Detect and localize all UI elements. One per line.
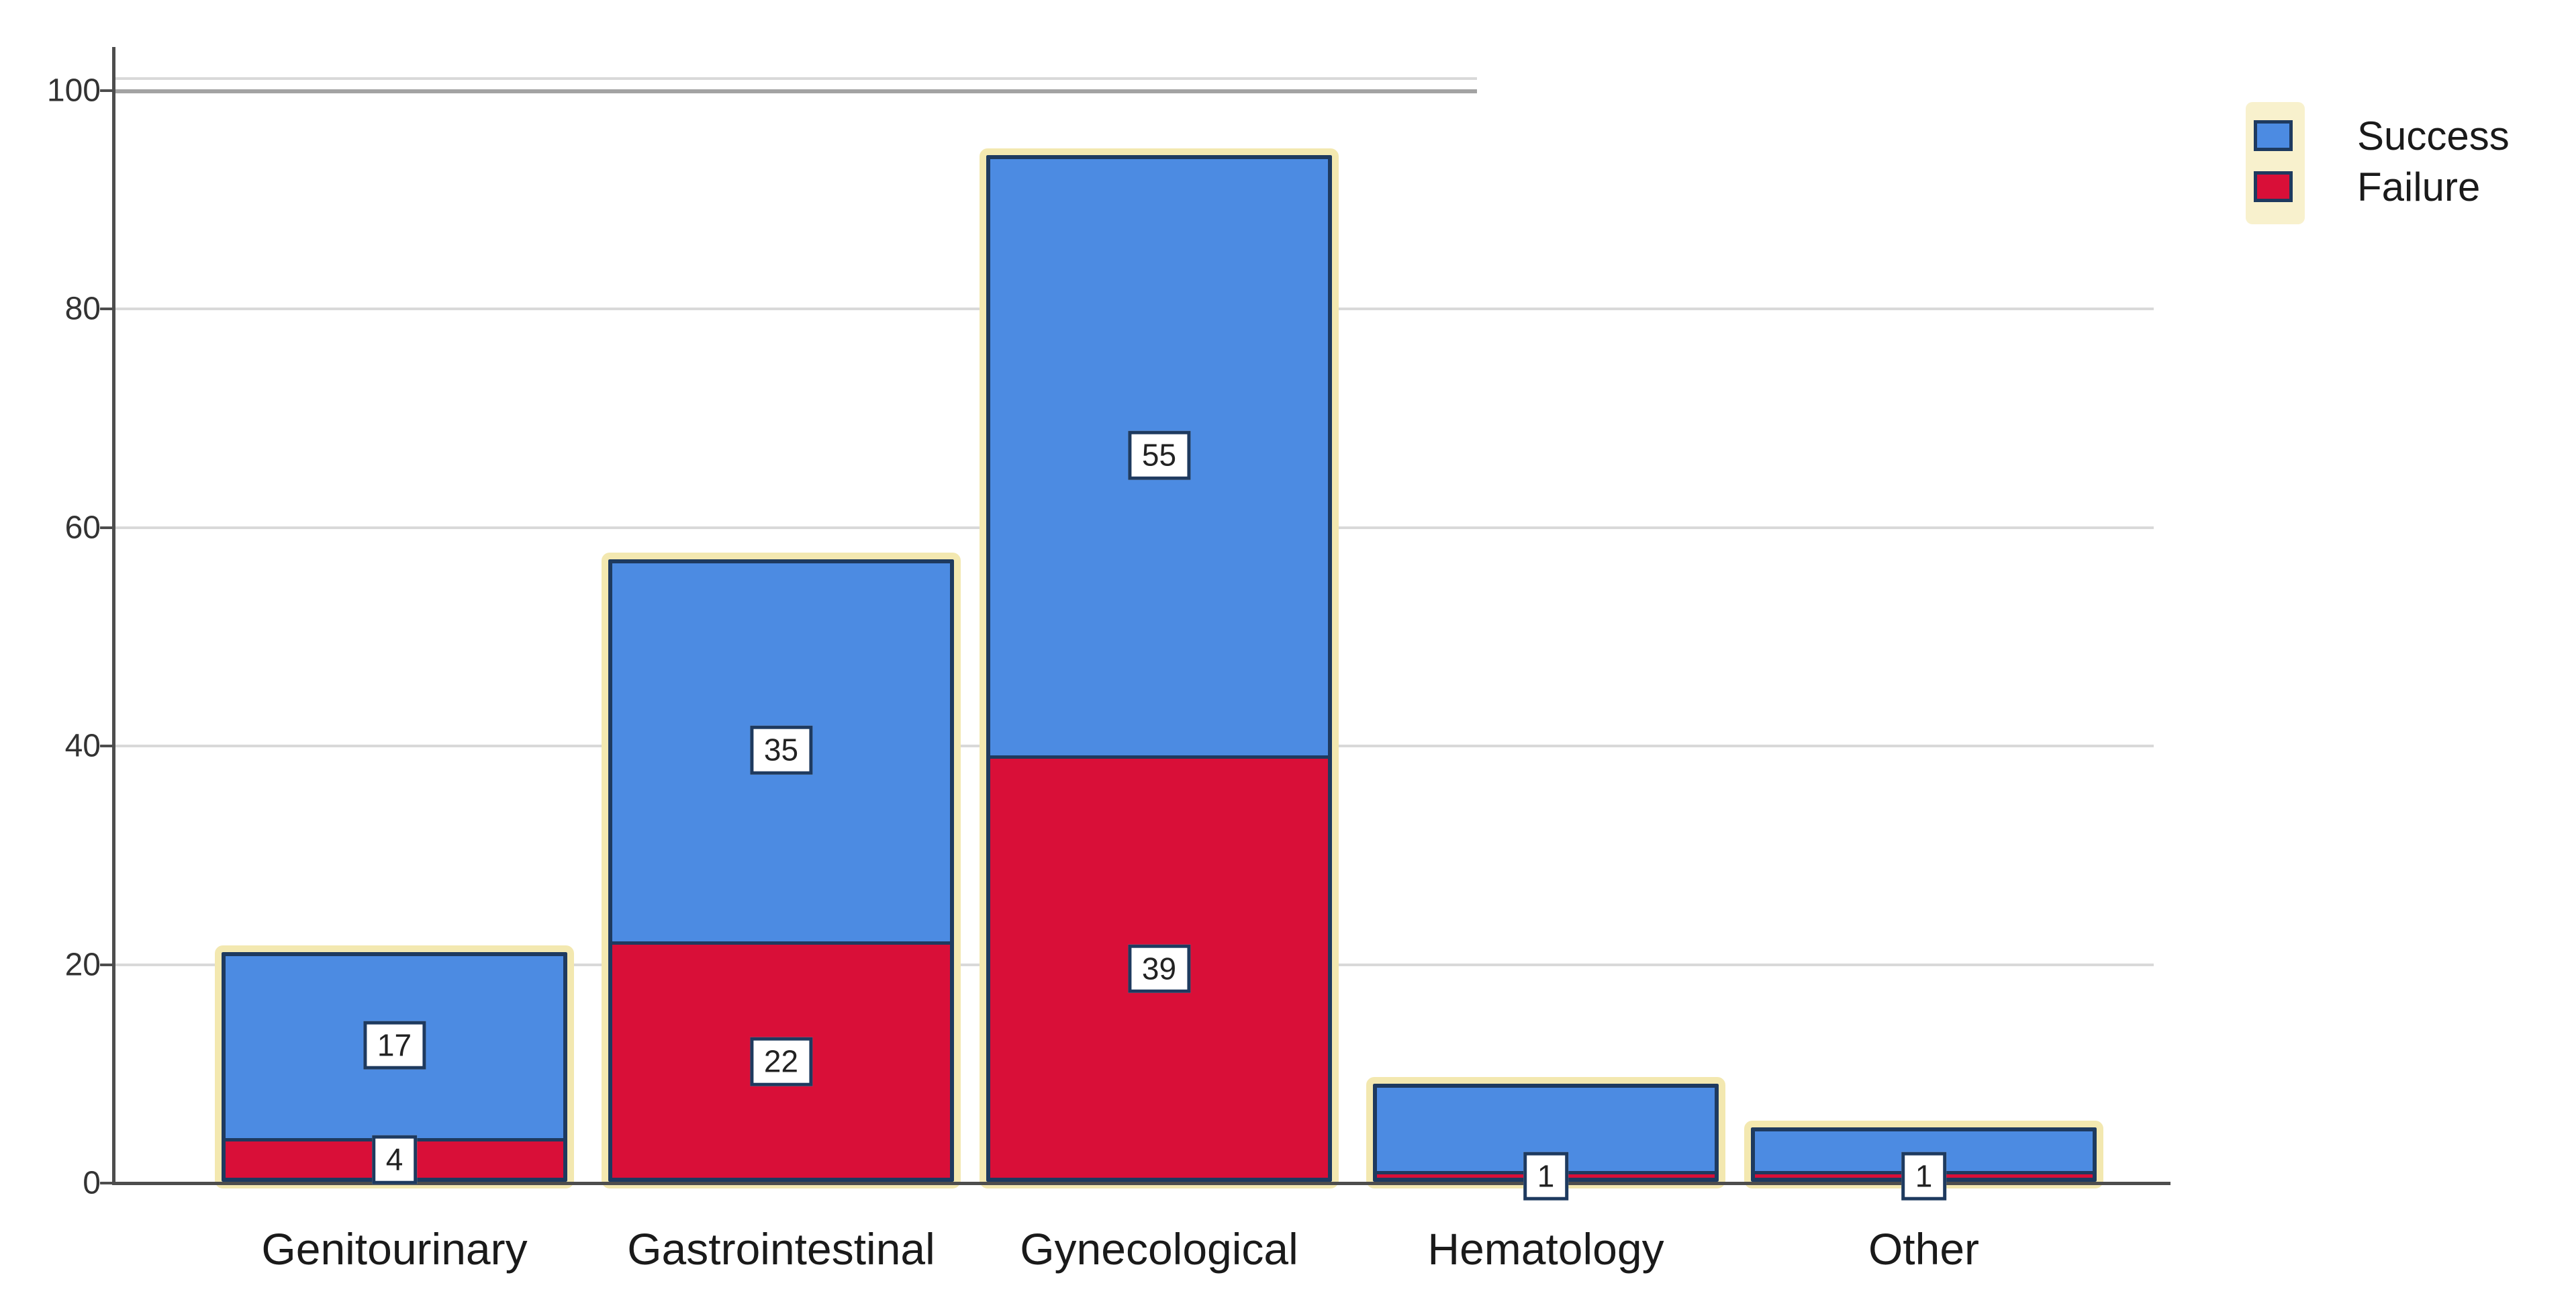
y-tick-label-0: 0	[83, 1165, 101, 1201]
x-tick-label-hematology: Hematology	[1427, 1224, 1664, 1274]
y-tick-label-20: 20	[64, 947, 101, 983]
bar-gynecological	[980, 148, 1339, 1188]
y-tick-label-80: 80	[64, 291, 101, 327]
value-label-failure-other: 1	[1901, 1152, 1947, 1201]
success-swatch-icon	[2254, 120, 2293, 151]
y-tick-mark-20	[100, 963, 112, 966]
y-tick-mark-0	[100, 1182, 112, 1184]
value-label-failure-gastrointestinal: 22	[749, 1037, 813, 1086]
y-tick-mark-40	[100, 745, 112, 748]
x-tick-label-gynecological: Gynecological	[1020, 1224, 1298, 1274]
legend-item-success: Success	[2254, 113, 2510, 158]
y-tick-label-40: 40	[64, 728, 101, 764]
x-tick-label-gastrointestinal: Gastrointestinal	[627, 1224, 935, 1274]
x-axis-line	[112, 1182, 2170, 1185]
legend-label-failure: Failure	[2357, 164, 2481, 209]
value-label-failure-genitourinary: 4	[371, 1135, 418, 1184]
y-tick-mark-80	[100, 308, 112, 311]
y-tick-label-100: 100	[46, 73, 101, 109]
y-axis-line	[112, 47, 115, 1185]
value-label-failure-hematology: 1	[1523, 1152, 1569, 1201]
y-tick-mark-60	[100, 526, 112, 529]
value-label-failure-gynecological: 39	[1127, 944, 1191, 994]
x-tick-label-genitourinary: Genitourinary	[261, 1224, 528, 1274]
value-label-success-genitourinary: 17	[363, 1021, 426, 1070]
legend-label-success: Success	[2357, 113, 2510, 158]
x-tick-label-other: Other	[1868, 1224, 1980, 1274]
failure-swatch-icon	[2254, 171, 2293, 202]
gridline-100-dark	[112, 89, 1477, 93]
bar-gastrointestinal	[602, 552, 961, 1188]
gridline-100-light	[112, 77, 1477, 80]
y-tick-label-60: 60	[64, 510, 101, 546]
legend-item-failure: Failure	[2254, 165, 2480, 209]
value-label-success-gynecological: 55	[1127, 430, 1191, 480]
value-label-success-gastrointestinal: 35	[749, 726, 813, 775]
y-tick-mark-100	[100, 89, 112, 92]
